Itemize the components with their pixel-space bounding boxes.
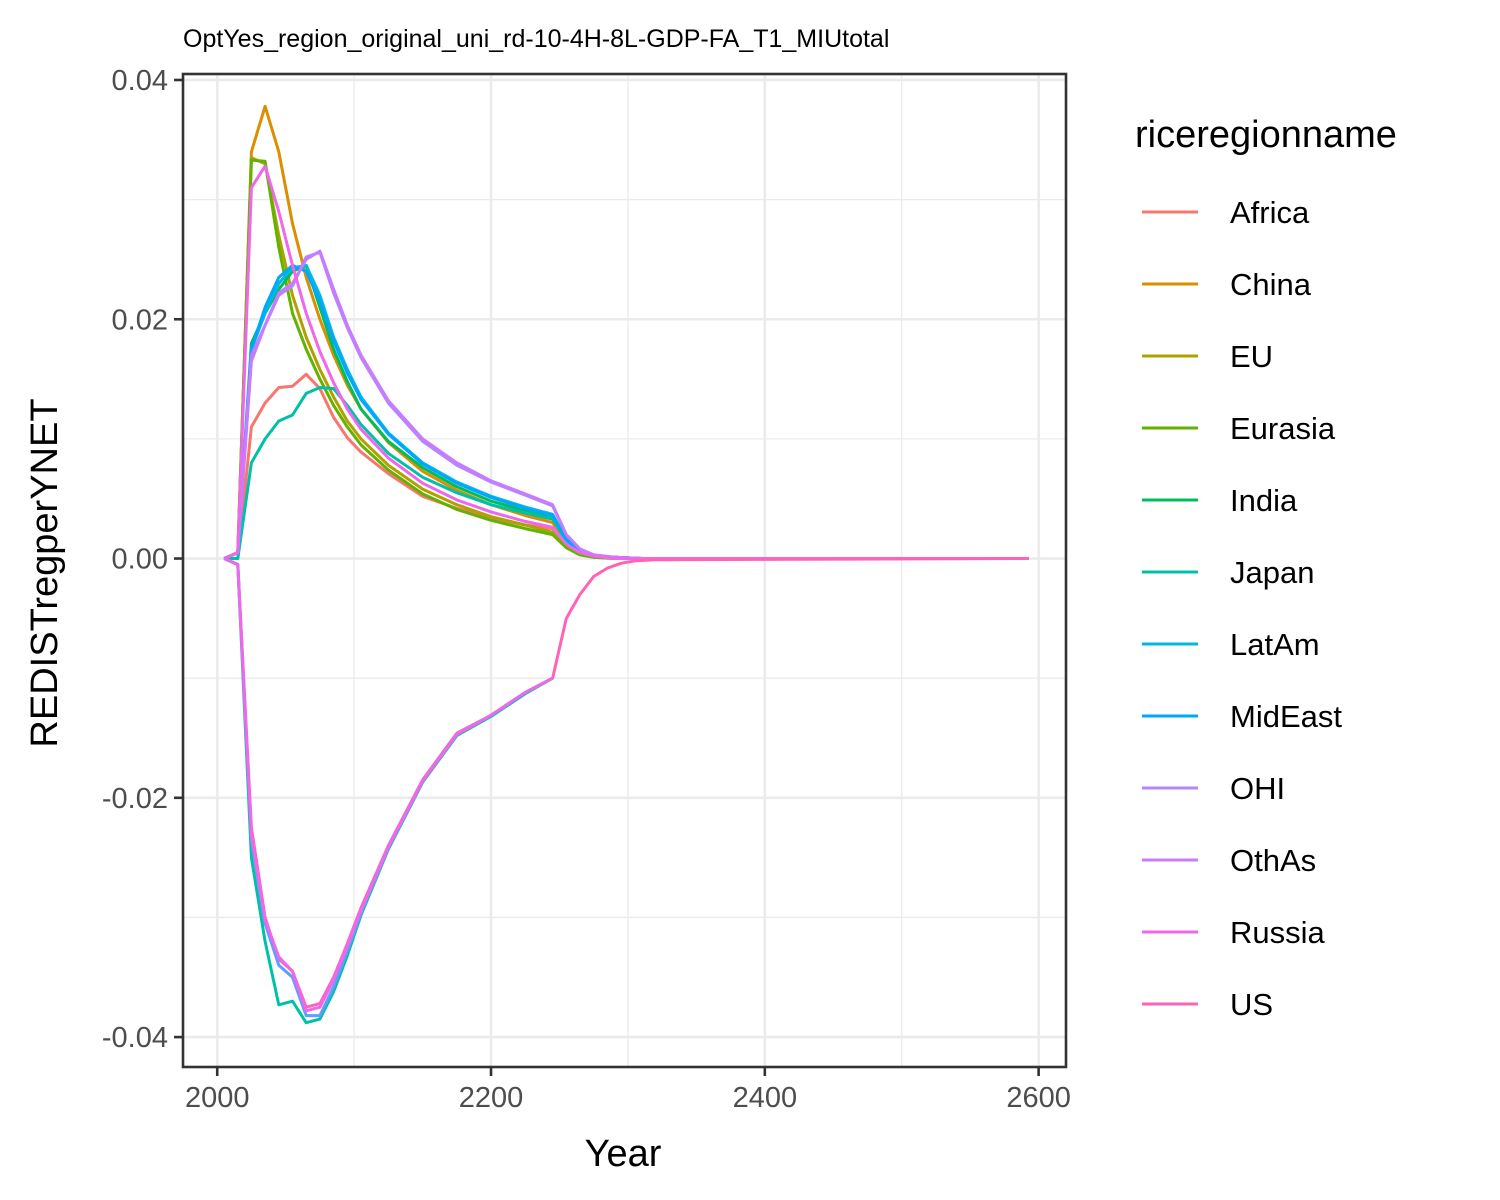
series-line-unnamed — [223, 557, 554, 1013]
legend-label-latam: LatAm — [1230, 627, 1320, 662]
series-line-russia — [223, 164, 1029, 560]
x-tick-label: 2400 — [733, 1082, 798, 1114]
panel-border — [181, 72, 1068, 1069]
y-tick-label: -0.04 — [102, 1022, 168, 1054]
legend-label-mideast: MidEast — [1230, 699, 1342, 734]
legend-label-othas: OthAs — [1230, 843, 1316, 878]
legend-label-eurasia: Eurasia — [1230, 411, 1336, 446]
legend: Africa China EU Eurasia India Japan LatAm MidEa… — [1142, 195, 1342, 1022]
y-axis-title: REDISTregperYNET — [24, 398, 66, 747]
y-tick-label: 0.00 — [112, 544, 168, 576]
legend-label-africa: Africa — [1230, 195, 1310, 230]
x-tick-label: 2000 — [185, 1082, 250, 1114]
legend-label-india: India — [1230, 483, 1298, 518]
panel-background — [183, 74, 1066, 1067]
y-tick-label: 0.02 — [112, 304, 168, 336]
chart-title: OptYes_region_original_uni_rd-10-4H-8L-G… — [183, 25, 889, 53]
plot-panel: 2000 2200 2400 2600 -0.04 -0.02 0.00 0.02 0.04 — [102, 65, 1071, 1114]
x-axis-title: Year — [585, 1133, 662, 1175]
x-tick-label: 2200 — [459, 1082, 524, 1114]
legend-label-russia: Russia — [1230, 915, 1326, 950]
x-tick-label: 2600 — [1006, 1082, 1071, 1114]
legend-label-us: US — [1230, 987, 1273, 1022]
legend-label-china: China — [1230, 267, 1312, 302]
legend-title: riceregionname — [1135, 114, 1397, 156]
legend-label-ohi: OHI — [1230, 771, 1285, 806]
legend-label-japan: Japan — [1230, 555, 1314, 590]
y-tick-label: 0.04 — [112, 65, 168, 97]
y-tick-label: -0.02 — [102, 783, 168, 815]
legend-label-eu: EU — [1230, 339, 1273, 374]
